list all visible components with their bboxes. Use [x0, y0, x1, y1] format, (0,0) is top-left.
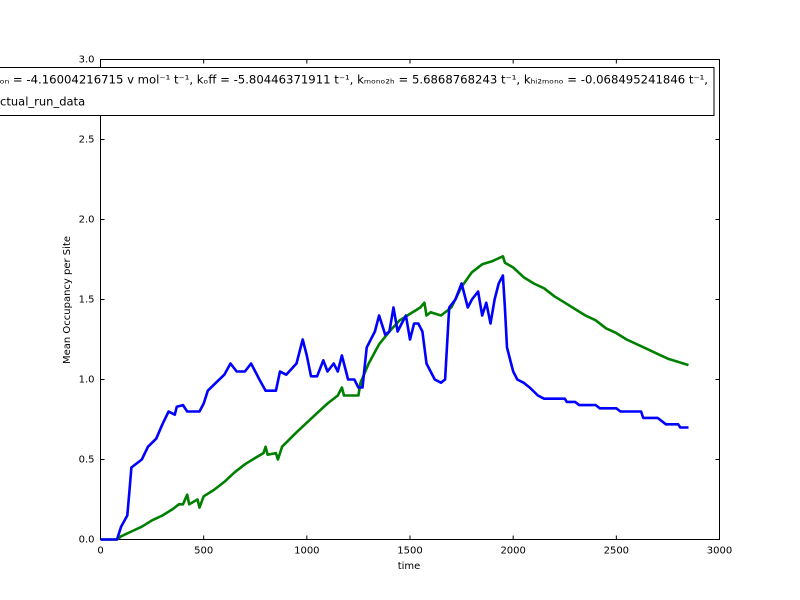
x-tick-label: 500	[194, 546, 213, 557]
x-tick-label: 2500	[604, 546, 629, 557]
series-line	[100, 274, 689, 541]
x-tick-label: 0	[97, 546, 103, 557]
x-axis-label: time	[398, 561, 421, 572]
x-tick-label: 2000	[500, 546, 525, 557]
y-tick-label: 0.0	[79, 535, 95, 546]
legend-label: actual_run_data	[0, 95, 85, 109]
y-axis-label: Mean Occupancy per Site	[62, 236, 73, 364]
legend-label: kₒₙ = -4.16004216715 v mol⁻¹ t⁻¹, kₒff =…	[0, 73, 708, 87]
x-tick-label: 3000	[707, 546, 732, 557]
y-tick-label: 3.0	[79, 55, 95, 66]
y-tick-label: 1.5	[79, 295, 95, 306]
legend-box	[0, 67, 715, 116]
x-tick-label: 1000	[294, 546, 319, 557]
y-tick-label: 2.0	[79, 215, 95, 226]
series-line	[100, 255, 689, 541]
y-tick-label: 0.5	[79, 455, 95, 466]
plot-frame	[100, 59, 720, 540]
y-tick-label: 1.0	[79, 375, 95, 386]
y-tick-label: 2.5	[79, 135, 95, 146]
x-tick-label: 1500	[397, 546, 422, 557]
